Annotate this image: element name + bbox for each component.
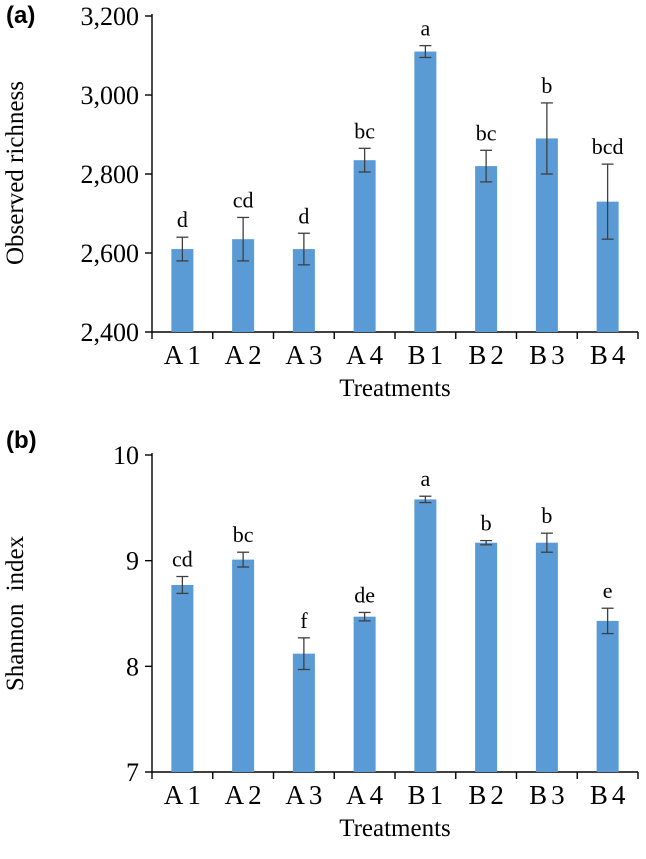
x-category-label: B2 bbox=[468, 340, 508, 370]
x-category-label: B4 bbox=[590, 780, 630, 810]
x-category-label: B3 bbox=[529, 340, 569, 370]
x-category-label: B1 bbox=[408, 780, 448, 810]
bar-A3 bbox=[292, 653, 315, 772]
y-tick-label: 2,600 bbox=[81, 239, 140, 268]
y-tick-label: 2,400 bbox=[81, 318, 140, 347]
x-category-label: B3 bbox=[529, 780, 569, 810]
y-tick-label: 2,800 bbox=[81, 160, 140, 189]
sig-letter: d bbox=[298, 203, 309, 228]
sig-letter: bc bbox=[476, 120, 497, 145]
sig-letter: cd bbox=[172, 547, 193, 572]
x-category-label: A3 bbox=[285, 780, 326, 810]
sig-letter: de bbox=[354, 582, 375, 607]
y-tick-label: 10 bbox=[113, 441, 139, 470]
bar-B2 bbox=[475, 542, 498, 772]
x-category-label: A2 bbox=[225, 780, 266, 810]
y-axis-label-shannon-index: Shannon index bbox=[2, 535, 29, 692]
x-category-label: B4 bbox=[590, 340, 630, 370]
sig-letter: bc bbox=[233, 522, 254, 547]
y-tick-label: 3,000 bbox=[81, 81, 140, 110]
y-tick-label: 7 bbox=[126, 758, 139, 787]
panel-label-a: (a) bbox=[6, 2, 36, 29]
sig-letter: b bbox=[481, 511, 492, 536]
x-category-label: B1 bbox=[408, 340, 448, 370]
bar-A1 bbox=[171, 584, 194, 772]
sig-letter: f bbox=[300, 608, 308, 633]
sig-letter: e bbox=[603, 578, 613, 603]
x-category-label: A3 bbox=[285, 340, 326, 370]
sig-letter: a bbox=[420, 466, 430, 491]
x-category-label: A1 bbox=[164, 340, 205, 370]
panel-label-b: (b) bbox=[6, 427, 37, 454]
x-axis-title: Treatments bbox=[339, 375, 451, 402]
bar-B3 bbox=[535, 542, 558, 772]
y-tick-label: 9 bbox=[126, 547, 139, 576]
sig-letter: d bbox=[177, 207, 188, 232]
panel-b: (b) Shannon index 7 8 9 10 cd A1 bc A2 f A3 de A4 a B… bbox=[0, 425, 646, 859]
bar-chart-shannon-index: 7 8 9 10 cd A1 bc A2 f A3 de A4 a B1 b B2 b B3 e B4 Treatmen… bbox=[113, 441, 639, 842]
sig-letter: bc bbox=[354, 118, 375, 143]
bar-A4 bbox=[353, 160, 376, 332]
bar-B4 bbox=[596, 201, 619, 332]
y-axis-label-observed-richness: Observed richness bbox=[2, 81, 29, 265]
y-tick-label: 3,200 bbox=[81, 2, 140, 31]
sig-letter: b bbox=[541, 503, 552, 528]
x-category-label: A2 bbox=[225, 340, 266, 370]
bar-B1 bbox=[414, 51, 437, 333]
bar-B2 bbox=[475, 166, 498, 332]
bar-B4 bbox=[596, 620, 619, 772]
bar-A4 bbox=[353, 616, 376, 772]
x-category-label: B2 bbox=[468, 780, 508, 810]
x-category-label: A4 bbox=[346, 340, 387, 370]
bar-A2 bbox=[232, 239, 255, 332]
sig-letter: cd bbox=[233, 187, 254, 212]
bar-chart-observed-richness: 2,400 2,600 2,800 3,000 3,200 d A1 cd A2 d A3 bc A4 a… bbox=[81, 2, 639, 402]
y-tick-label: 8 bbox=[126, 652, 139, 681]
bar-A1 bbox=[171, 249, 194, 332]
bar-B3 bbox=[535, 138, 558, 332]
sig-letter: bcd bbox=[592, 134, 624, 159]
bar-A3 bbox=[292, 249, 315, 332]
bar-A2 bbox=[232, 559, 255, 772]
panel-a: (a) Observed richness 2,400 2,600 2,800 3,0… bbox=[0, 0, 646, 425]
x-axis-title: Treatments bbox=[339, 815, 451, 842]
bar-B1 bbox=[414, 499, 437, 772]
sig-letter: a bbox=[420, 16, 430, 41]
x-category-label: A4 bbox=[346, 780, 387, 810]
sig-letter: b bbox=[541, 73, 552, 98]
x-category-label: A1 bbox=[164, 780, 205, 810]
